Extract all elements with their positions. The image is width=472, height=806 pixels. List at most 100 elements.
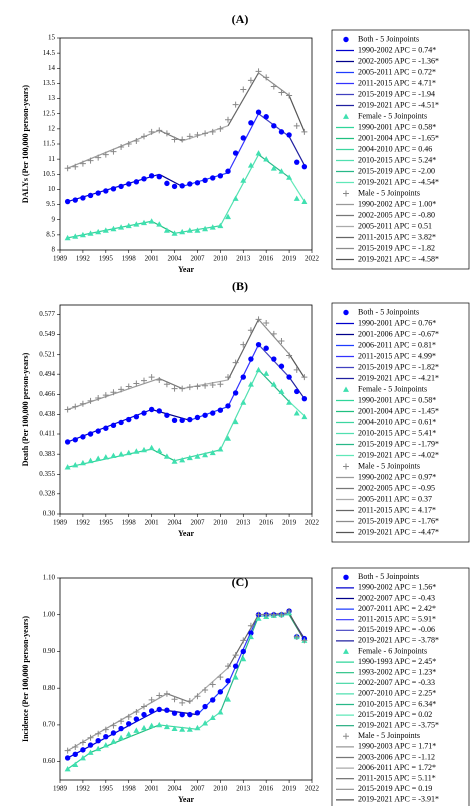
point: [95, 154, 102, 161]
legend-label: 2015-2019 APC = -1.79*: [358, 439, 439, 448]
point: [255, 611, 262, 618]
point: [72, 197, 78, 203]
y-tick-label: 0.494: [39, 370, 55, 378]
y-tick-label: 0.355: [39, 470, 55, 478]
point: [141, 176, 147, 182]
point: [286, 608, 293, 615]
point: [64, 747, 71, 754]
point: [179, 136, 186, 143]
legend-label: 1990-2002 APC = 0.97*: [358, 472, 436, 481]
point: [179, 385, 186, 392]
point: [72, 403, 79, 410]
x-tick-label: 2007: [190, 785, 205, 793]
point: [79, 754, 86, 761]
fitted-segment: [227, 319, 260, 381]
legend-label: 2019-2021 APC = -3.75*: [358, 721, 439, 730]
point: [301, 637, 308, 644]
legend-label: 2005-2011 APC = 0.51: [358, 221, 432, 230]
point: [72, 163, 79, 170]
point: [278, 129, 285, 135]
y-tick-label: 0.328: [39, 489, 55, 497]
point: [232, 195, 239, 201]
point: [141, 377, 147, 384]
point: [248, 356, 254, 362]
point: [133, 221, 140, 227]
legend-label: 2005-2011 APC = 0.37: [358, 494, 432, 503]
point: [278, 168, 285, 174]
plot-frame: [59, 577, 313, 781]
point: [133, 716, 140, 722]
point: [126, 721, 132, 727]
point: [171, 385, 178, 392]
point: [286, 374, 292, 380]
point: [247, 162, 254, 168]
point: [286, 92, 293, 99]
fitted-segment: [219, 616, 260, 713]
point: [194, 710, 201, 716]
y-tick-label: 9.5: [46, 200, 55, 208]
x-tick-label: 2004: [168, 255, 183, 263]
x-tick-label: 2016: [259, 519, 274, 527]
point: [110, 389, 117, 396]
point: [87, 749, 94, 755]
legend-label: Both - 5 Joinpoints: [358, 572, 419, 581]
point: [79, 400, 86, 407]
legend-label: 2011-2015 APC = 3.82*: [358, 232, 436, 241]
point: [156, 408, 162, 414]
point: [125, 383, 132, 390]
legend-label: 2002-2005 APC = -0.95: [358, 483, 435, 492]
point: [194, 383, 201, 390]
point: [64, 755, 71, 761]
legend-label: 2011-2015 APC = 5.91*: [358, 615, 436, 624]
point: [148, 173, 155, 179]
x-tick-label: 1995: [99, 519, 114, 527]
point: [270, 381, 277, 387]
point: [278, 338, 285, 345]
point: [194, 180, 201, 186]
legend-label: 2015-2019 APC = -1.94: [358, 89, 435, 98]
y-tick-label: 0.383: [39, 450, 55, 458]
fitted-segment: [159, 724, 198, 730]
legend-label: 2011-2015 APC = 5.11*: [358, 774, 436, 783]
point: [102, 742, 109, 748]
y-tick-label: 11: [48, 155, 55, 163]
point: [293, 410, 300, 416]
point: [278, 388, 285, 394]
point: [202, 177, 208, 184]
point: [301, 128, 308, 135]
point: [225, 663, 231, 670]
point: [271, 356, 277, 362]
point: [225, 116, 231, 123]
point: [247, 622, 254, 629]
point: [179, 711, 185, 718]
point: [286, 174, 293, 180]
point: [209, 224, 216, 230]
fitted-segment: [166, 693, 191, 703]
point: [133, 727, 140, 733]
legend-label: 1990-2002 APC = 1.00*: [358, 199, 436, 208]
legend-label: 2019-2021 APC = -3.91*: [358, 795, 439, 804]
point: [209, 449, 216, 456]
point: [186, 726, 193, 732]
point: [255, 316, 262, 323]
point: [270, 330, 277, 337]
point: [271, 123, 277, 129]
point: [179, 456, 186, 463]
point: [225, 374, 231, 381]
fitted-segment: [67, 751, 91, 770]
x-tick-label: 2019: [282, 255, 297, 263]
legend-label: Female - 5 Joinpoints: [358, 384, 427, 393]
x-tick-label: 1995: [99, 255, 114, 263]
point: [156, 376, 163, 383]
point: [232, 652, 239, 659]
x-tick-label: 2010: [213, 255, 228, 263]
legend-label: 2011-2015 APC = 4.71*: [358, 78, 436, 87]
point: [240, 177, 247, 183]
point: [232, 390, 239, 396]
y-axis-label: Incidence (Per 100,000 person-years): [21, 616, 30, 742]
legend-label: 2011-2015 APC = 4.17*: [358, 505, 436, 514]
point: [301, 413, 308, 420]
point: [255, 341, 262, 348]
point: [64, 165, 71, 172]
